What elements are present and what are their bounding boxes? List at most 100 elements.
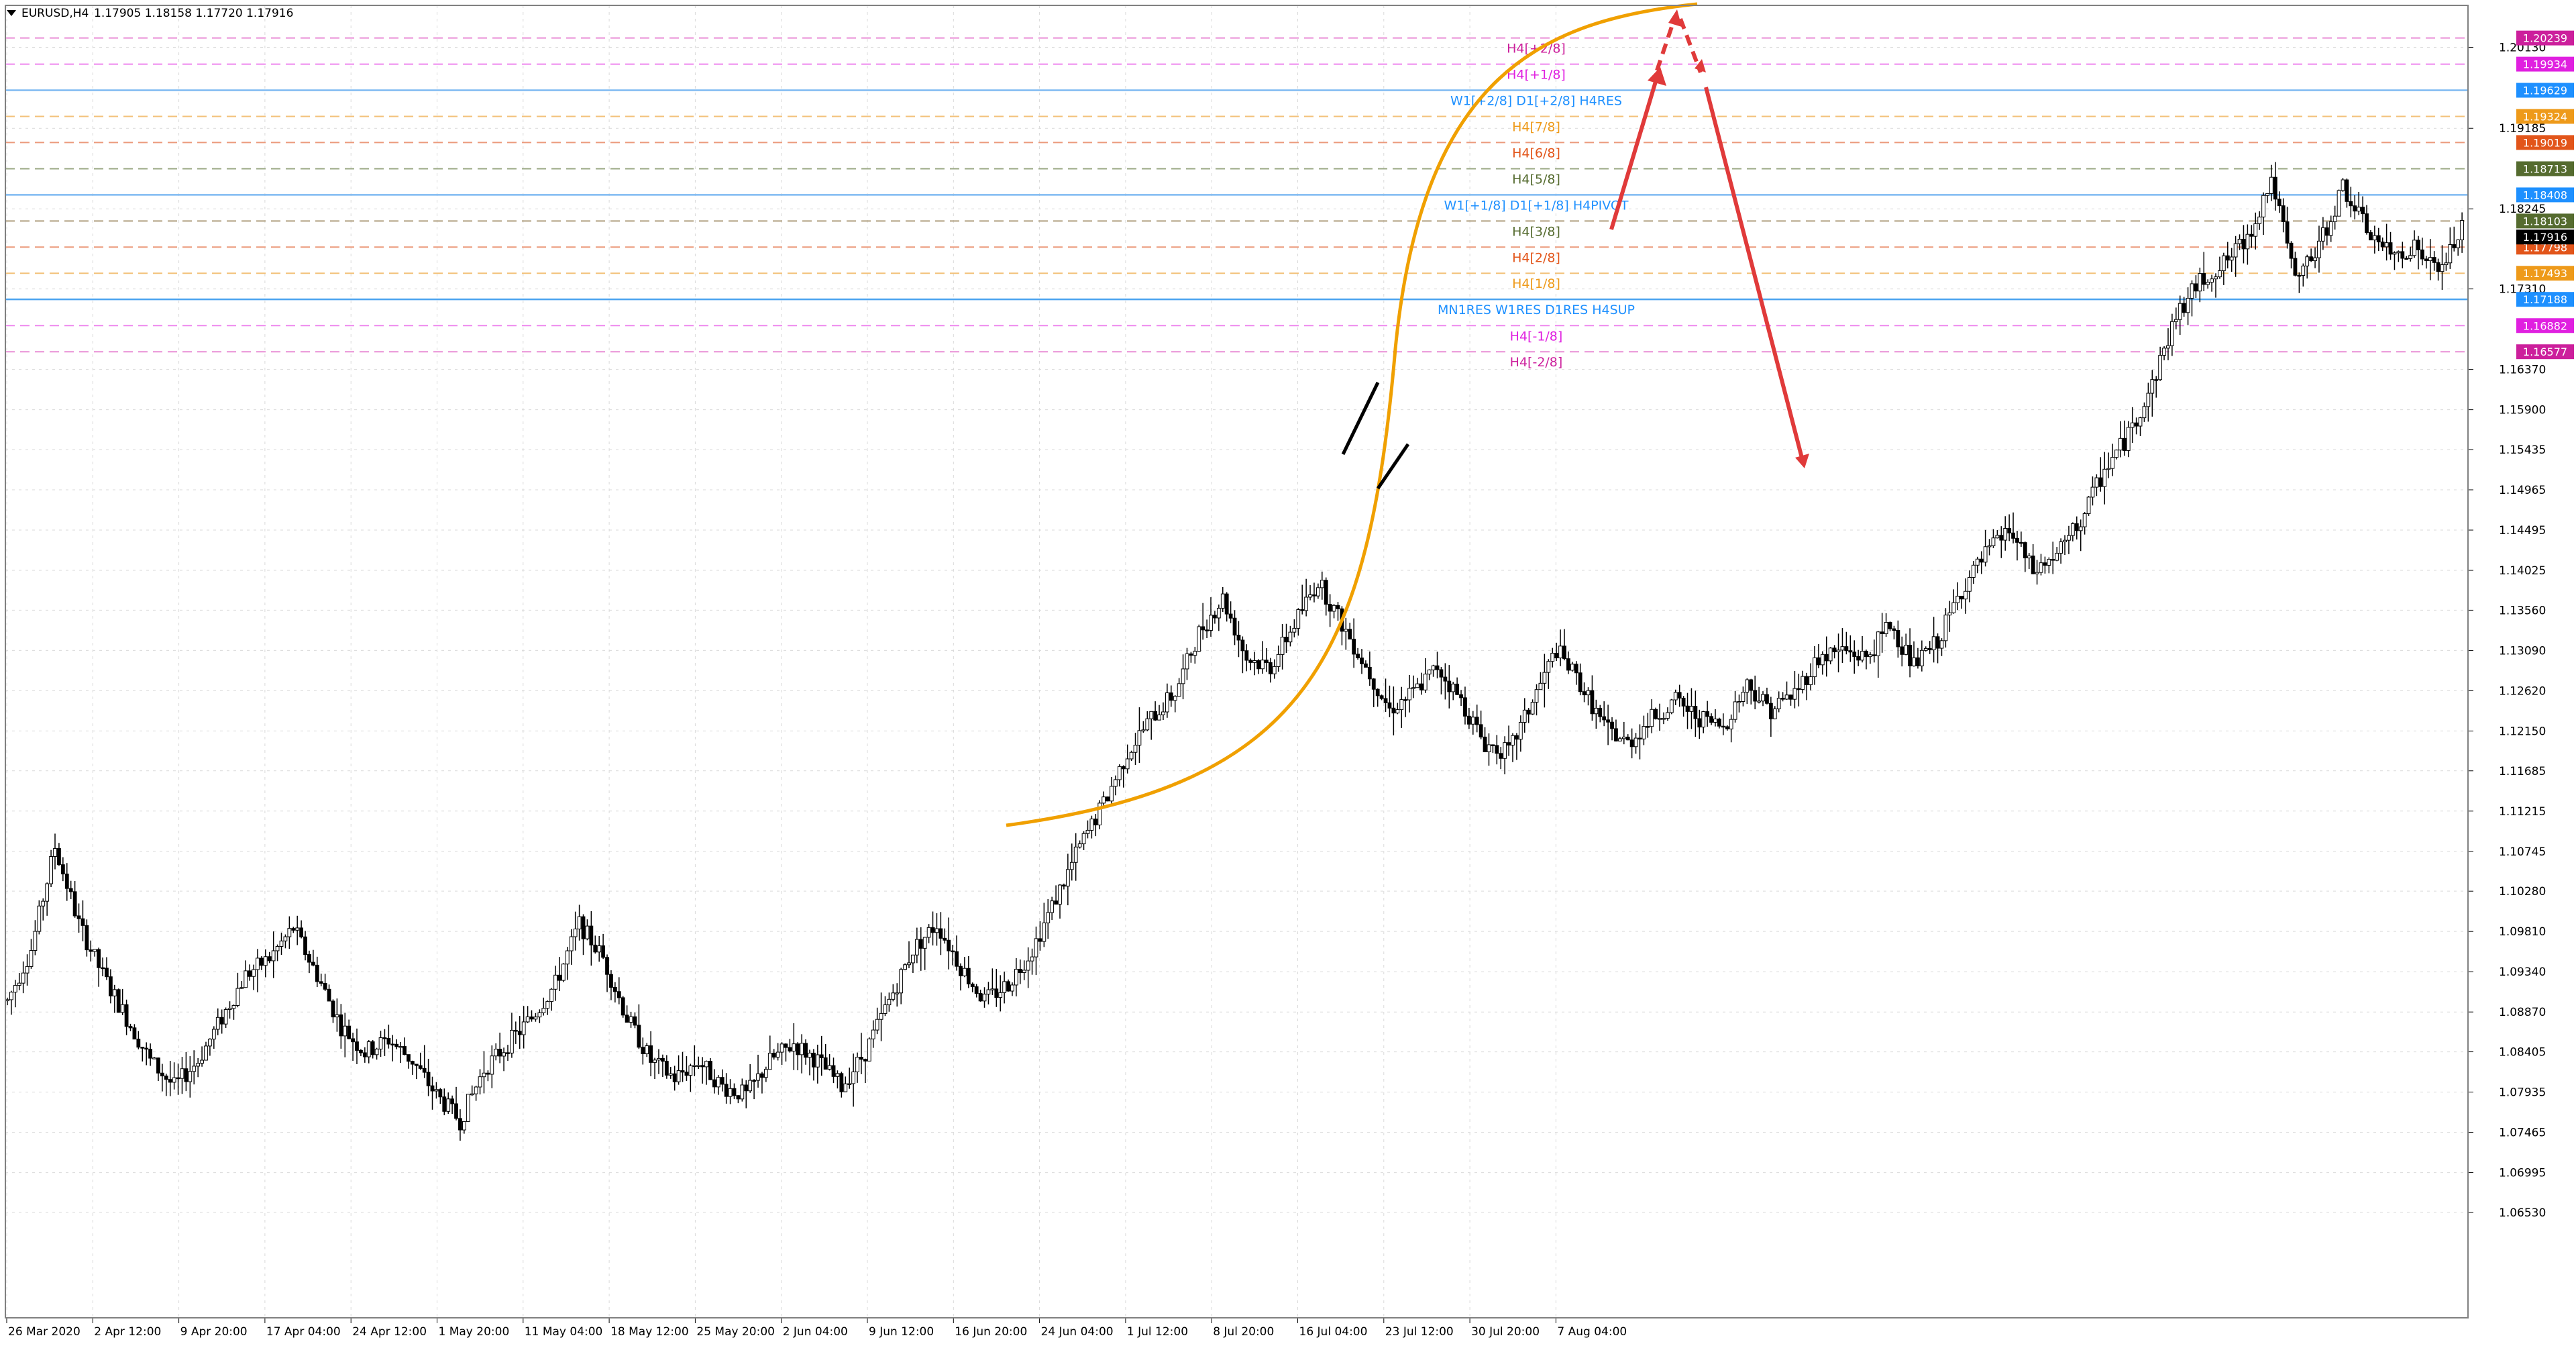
candle-bull [1177, 683, 1181, 697]
candle-bull [1320, 580, 1324, 588]
candle-bear [148, 1049, 153, 1059]
candle-bull [1137, 730, 1142, 746]
candle-bear [1336, 605, 1340, 609]
candle-bull [1308, 594, 1312, 598]
candle-bull [93, 949, 97, 952]
candle-bear [1466, 715, 1471, 725]
candle-bull [827, 1065, 832, 1070]
candle-bear [664, 1061, 669, 1076]
candle-bear [859, 1057, 863, 1060]
candle-bull [903, 964, 907, 970]
candle-bull [1141, 729, 1146, 731]
candle-bear [64, 874, 69, 889]
candle-bear [1256, 660, 1260, 670]
candle-bear [1788, 694, 1793, 700]
candle-bull [2237, 239, 2242, 244]
candle-bear [164, 1076, 168, 1080]
candle-bull [2261, 195, 2265, 217]
price-tag: 1.19019 [2523, 136, 2567, 149]
level-label: W1[+1/8] D1[+1/8] H4PIVOT [1444, 198, 1629, 213]
candle-bear [327, 988, 331, 1002]
arrow-head-icon [1695, 59, 1706, 72]
candle-bull [1904, 644, 1909, 655]
candle-bear [68, 888, 73, 892]
candle-bull [851, 1071, 856, 1084]
candle-bear [943, 937, 947, 941]
candle-bull [565, 950, 570, 965]
candle-bear [2023, 542, 2027, 559]
candle-bear [2404, 258, 2409, 260]
candle-bear [105, 968, 109, 978]
time-tick-label: 23 Jul 12:00 [1385, 1325, 1454, 1339]
menu-triangle-icon[interactable] [7, 10, 16, 16]
candle-bear [2043, 562, 2047, 566]
candle-bear [1554, 653, 1559, 659]
parabolic-curve [1006, 2, 1698, 827]
candle-bear [307, 954, 311, 963]
candle-bear [1916, 657, 1920, 666]
arrow-head-icon [1668, 9, 1682, 27]
price-tag-bg [2516, 161, 2574, 176]
time-tick-label: 8 Jul 20:00 [1213, 1325, 1274, 1339]
candle-bear [486, 1072, 490, 1075]
candle-bull [2142, 406, 2147, 419]
candle-bull [2174, 319, 2178, 322]
candle-bull [172, 1077, 176, 1083]
candle-bull [676, 1070, 681, 1082]
candle-bear [1121, 766, 1126, 770]
candle-bull [1991, 537, 1996, 546]
candle-bull [1085, 829, 1090, 834]
candle-bear [426, 1072, 431, 1086]
candle-bull [1912, 657, 1916, 667]
candle-bull [2186, 297, 2190, 313]
candle-bull [2198, 273, 2202, 292]
candle-bear [2345, 179, 2349, 202]
candle-bull [895, 992, 900, 994]
candle-bull [1801, 676, 1805, 690]
candle-bear [2249, 234, 2254, 237]
price-tick-label: 1.14965 [2499, 484, 2546, 497]
level-label: MN1RES W1RES D1RES H4SUP [1438, 303, 1635, 317]
candle-bear [557, 974, 561, 981]
candle-bear [2293, 258, 2298, 276]
candle-bear [2241, 239, 2246, 250]
candle-bull [180, 1068, 184, 1079]
candle-bull [2055, 553, 2059, 561]
candle-bull [569, 936, 574, 951]
candle-bull [1669, 699, 1674, 713]
candle-bear [970, 984, 975, 988]
candle-bear [2416, 240, 2420, 250]
candle-bear [1606, 719, 1611, 723]
candle-bull [1129, 752, 1134, 760]
candle-bear [430, 1085, 435, 1092]
candle-bear [1387, 702, 1392, 709]
candle-bear [517, 1031, 522, 1035]
candle-bull [1689, 706, 1694, 712]
candle-bull [283, 936, 288, 941]
price-tick-label: 1.15900 [2499, 404, 2546, 417]
candle-bull [998, 992, 1003, 998]
candle-bull [446, 1098, 451, 1112]
candle-bear [101, 967, 105, 970]
level-label: H4[6/8] [1512, 146, 1560, 160]
candle-bull [1344, 629, 1348, 632]
candle-bear [839, 1073, 844, 1092]
candle-bull [1304, 597, 1309, 611]
candle-bull [1983, 546, 1988, 563]
candle-bull [1884, 622, 1888, 634]
candle-bull [1642, 726, 1646, 739]
candle-bear [2098, 477, 2103, 487]
candle-bull [252, 969, 256, 977]
candle-bull [843, 1083, 848, 1092]
candle-bear [736, 1095, 741, 1100]
candle-bull [1133, 745, 1138, 753]
price-axis: 1.201301.191851.182451.173101.163701.159… [2468, 30, 2574, 1220]
drawn-objects[interactable] [1006, 2, 1809, 827]
candle-bear [291, 928, 296, 931]
candle-bear [1054, 900, 1058, 905]
candle-bull [2218, 270, 2222, 278]
candle-bear [2011, 532, 2015, 539]
candle-bull [767, 1053, 772, 1070]
candle-bull [2317, 240, 2321, 258]
